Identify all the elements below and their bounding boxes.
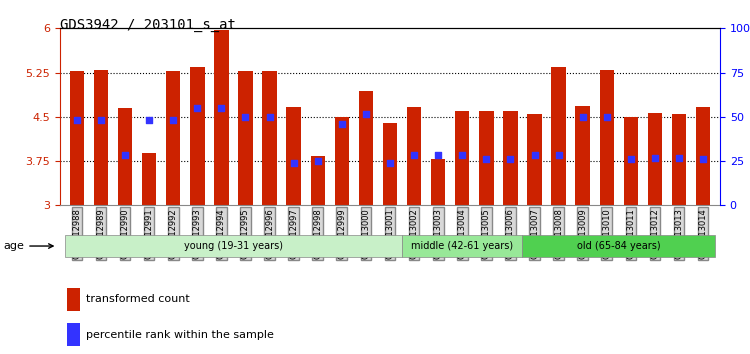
Bar <box>262 72 277 205</box>
Bar <box>70 72 84 205</box>
Point <box>312 158 324 164</box>
FancyBboxPatch shape <box>64 235 402 257</box>
Bar <box>310 156 325 205</box>
Point <box>143 117 155 122</box>
Point <box>384 160 396 166</box>
Point <box>649 155 661 161</box>
Bar <box>648 113 662 205</box>
Bar <box>190 67 205 205</box>
Point <box>553 152 565 158</box>
Point <box>698 156 709 162</box>
Point <box>215 105 227 111</box>
Bar <box>67 323 80 346</box>
Bar <box>479 111 494 205</box>
Bar <box>214 30 229 205</box>
Point <box>336 121 348 127</box>
Bar <box>94 70 108 205</box>
Point <box>239 114 251 120</box>
Point <box>288 160 300 166</box>
Point <box>408 152 420 158</box>
Point <box>456 152 468 158</box>
Point <box>529 152 541 158</box>
Text: middle (42-61 years): middle (42-61 years) <box>411 241 513 251</box>
Point <box>480 156 492 162</box>
Bar <box>142 153 156 205</box>
Bar <box>575 106 590 205</box>
Point <box>263 114 275 120</box>
Bar <box>624 117 638 205</box>
Bar <box>503 111 518 205</box>
Bar <box>527 114 542 205</box>
FancyBboxPatch shape <box>523 235 716 257</box>
Point <box>432 152 444 158</box>
Text: percentile rank within the sample: percentile rank within the sample <box>86 330 274 339</box>
Point <box>625 156 637 162</box>
Bar <box>166 72 181 205</box>
Point <box>119 152 131 158</box>
Bar <box>334 117 349 205</box>
Bar <box>672 114 686 205</box>
Bar <box>382 123 398 205</box>
Point <box>673 155 685 161</box>
Bar <box>358 91 374 205</box>
Point <box>70 117 82 122</box>
Point <box>191 105 203 111</box>
Text: transformed count: transformed count <box>86 295 190 304</box>
Bar <box>551 67 566 205</box>
Bar <box>455 111 470 205</box>
Bar <box>238 72 253 205</box>
Point <box>360 111 372 117</box>
Text: GDS3942 / 203101_s_at: GDS3942 / 203101_s_at <box>60 18 236 32</box>
Text: age: age <box>3 241 53 251</box>
Point <box>601 114 613 120</box>
Bar <box>118 108 132 205</box>
Bar <box>67 288 80 311</box>
Point <box>167 117 179 122</box>
Point <box>577 114 589 120</box>
FancyBboxPatch shape <box>402 235 523 257</box>
Bar <box>406 107 422 205</box>
Point <box>95 117 107 122</box>
Text: old (65-84 years): old (65-84 years) <box>577 241 661 251</box>
Bar <box>431 159 445 205</box>
Text: young (19-31 years): young (19-31 years) <box>184 241 283 251</box>
Bar <box>286 107 301 205</box>
Point <box>505 156 517 162</box>
Bar <box>696 107 710 205</box>
Bar <box>599 70 614 205</box>
